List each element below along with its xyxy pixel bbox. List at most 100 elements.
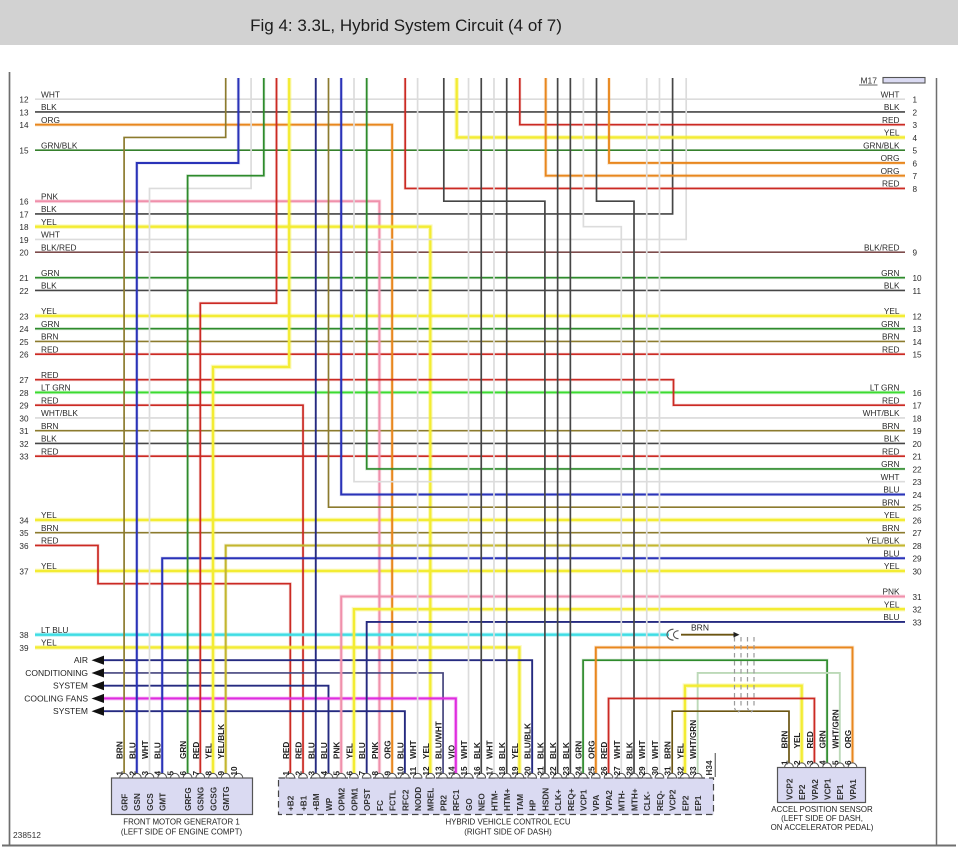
svg-text:(RIGHT SIDE OF DASH): (RIGHT SIDE OF DASH) [464,828,552,837]
svg-text:34: 34 [19,516,29,525]
svg-text:OPM1: OPM1 [350,787,359,811]
svg-text:BRN: BRN [882,421,900,431]
svg-text:YEL: YEL [41,510,57,520]
svg-text:28: 28 [19,389,29,398]
svg-text:13: 13 [435,766,444,776]
svg-text:RED: RED [41,370,59,380]
svg-text:BRN: BRN [116,741,125,759]
svg-text:VPA: VPA [592,795,601,811]
svg-text:GRN: GRN [881,268,899,278]
svg-text:20: 20 [19,249,29,258]
svg-text:BLK: BLK [626,742,635,759]
svg-text:1: 1 [913,96,918,105]
svg-text:YEL: YEL [884,128,900,138]
svg-text:LT GRN: LT GRN [870,383,900,393]
svg-text:YEL: YEL [884,599,900,609]
svg-text:WHT: WHT [613,740,622,759]
svg-text:ON ACCELERATOR PEDAL): ON ACCELERATOR PEDAL) [771,823,874,832]
svg-text:ORG: ORG [587,740,596,759]
svg-text:WHT: WHT [651,740,660,759]
svg-text:VIO: VIO [447,744,456,759]
svg-text:18: 18 [913,414,923,423]
svg-text:2: 2 [793,760,802,765]
svg-text:RED: RED [41,536,59,546]
svg-text:36: 36 [19,542,29,551]
svg-text:BLK: BLK [41,102,57,112]
svg-text:GSNG: GSNG [197,787,206,811]
svg-text:14: 14 [913,338,923,347]
svg-text:27: 27 [19,376,29,385]
svg-text:9: 9 [217,771,226,776]
svg-text:5: 5 [831,760,840,765]
svg-text:BRN: BRN [41,523,59,533]
svg-text:39: 39 [19,644,29,653]
svg-text:WHT: WHT [881,472,900,482]
svg-text:RED: RED [41,395,59,405]
svg-text:5: 5 [166,771,175,776]
svg-text:ORG: ORG [384,740,393,759]
svg-text:RFC1: RFC1 [452,789,461,811]
svg-text:(LEFT SIDE OF ENGINE COMPT): (LEFT SIDE OF ENGINE COMPT) [121,828,243,837]
svg-text:BRN: BRN [41,332,59,342]
svg-text:1: 1 [781,760,790,765]
svg-text:13: 13 [913,325,923,334]
svg-text:1: 1 [282,771,291,776]
svg-text:ACCEL POSITION SENSOR: ACCEL POSITION SENSOR [771,805,873,814]
svg-text:YEL: YEL [884,510,900,520]
svg-text:WHT/BLK: WHT/BLK [41,408,78,418]
svg-text:38: 38 [19,631,29,640]
svg-text:YEL: YEL [884,306,900,316]
svg-text:BLU: BLU [358,742,367,759]
svg-text:VPA2: VPA2 [605,790,614,811]
svg-text:4: 4 [154,771,163,776]
svg-text:WHT: WHT [41,89,60,99]
svg-text:FC: FC [376,800,385,811]
svg-text:+B1: +B1 [299,795,308,811]
svg-text:GMTG: GMTG [222,786,231,811]
svg-text:BRN: BRN [882,523,900,533]
svg-text:14: 14 [447,766,456,776]
svg-text:HTM-: HTM- [490,790,499,811]
svg-text:GRN: GRN [41,319,59,329]
svg-text:RED: RED [600,742,609,759]
svg-text:238512: 238512 [13,830,41,840]
svg-text:MTH-: MTH- [618,790,627,811]
svg-text:WHT/GRN: WHT/GRN [689,720,698,759]
svg-text:M17: M17 [860,76,877,86]
svg-text:CLK-: CLK- [643,791,652,811]
svg-text:33: 33 [19,453,29,462]
svg-text:BLU: BLU [883,548,899,558]
svg-text:PNK: PNK [882,587,900,597]
svg-text:HTM+: HTM+ [503,788,512,811]
svg-text:7: 7 [192,771,201,776]
svg-text:15: 15 [19,147,29,156]
svg-text:BLK: BLK [549,742,558,759]
svg-text:HP: HP [529,799,538,811]
svg-text:15: 15 [460,766,469,776]
svg-text:VCP1: VCP1 [579,789,588,811]
svg-text:WP: WP [325,797,334,811]
svg-text:BRN: BRN [664,741,673,759]
svg-text:2: 2 [128,771,137,776]
svg-text:WHT: WHT [409,740,418,759]
svg-text:BLU/BLK: BLU/BLK [524,723,533,759]
svg-text:EP1: EP1 [694,795,703,811]
svg-text:22: 22 [19,287,29,296]
svg-text:WHT: WHT [41,230,60,240]
svg-text:SYSTEM: SYSTEM [53,706,88,716]
svg-text:TAM: TAM [516,794,525,811]
svg-text:21: 21 [913,453,923,462]
svg-text:GRN/BLK: GRN/BLK [863,140,900,150]
svg-text:Fig 4: 3.3L, Hybrid System Cir: Fig 4: 3.3L, Hybrid System Circuit (4 of… [250,16,562,35]
svg-text:GSN: GSN [133,793,142,811]
svg-text:WHT/BLK: WHT/BLK [863,408,900,418]
svg-text:RED: RED [41,446,59,456]
svg-text:EP2: EP2 [681,795,690,811]
svg-text:8: 8 [371,771,380,776]
svg-text:BLU: BLU [883,612,899,622]
svg-text:25: 25 [587,766,596,776]
svg-text:LT GRN: LT GRN [41,383,71,393]
svg-text:BLU: BLU [320,742,329,759]
svg-text:24: 24 [19,325,29,334]
svg-text:3: 3 [141,771,150,776]
